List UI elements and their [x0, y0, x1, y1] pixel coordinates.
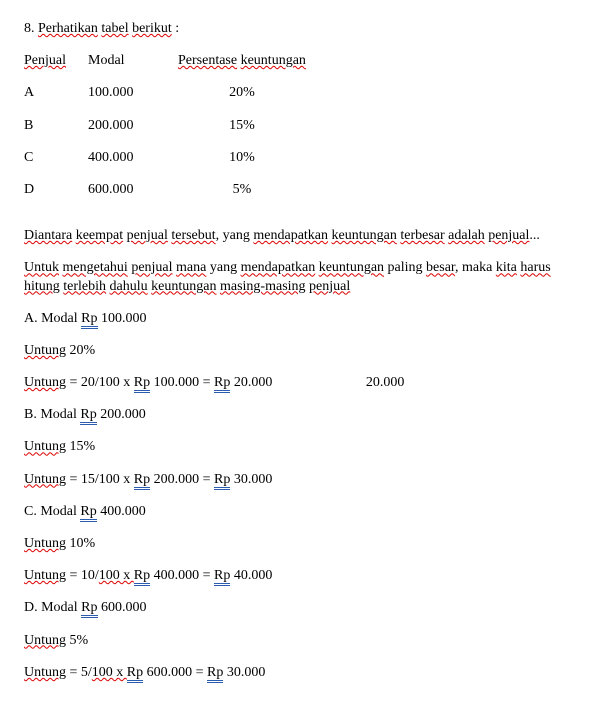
calc-b-head: B. Modal Rp 200.000 — [24, 406, 592, 424]
word: berikut — [132, 21, 172, 36]
cell: D — [24, 181, 88, 213]
data-table: Penjual Modal Persentase keuntungan A 10… — [24, 52, 324, 213]
cell: 15% — [178, 117, 324, 149]
statement-line: Diantara keempat penjual tersebut, yang … — [24, 227, 592, 245]
explanation-line: Untuk mengetahui penjual mana yang menda… — [24, 259, 592, 295]
word: tabel — [101, 21, 128, 36]
table-row: A 100.000 20% — [24, 84, 324, 116]
col-header-modal: Modal — [88, 52, 178, 84]
col-header-persentase: Persentase keuntungan — [178, 52, 324, 84]
cell: B — [24, 117, 88, 149]
colon: : — [175, 21, 179, 36]
cell: 600.000 — [88, 181, 178, 213]
calc-d-head: D. Modal Rp 600.000 — [24, 599, 592, 617]
cell: 200.000 — [88, 117, 178, 149]
word: Perhatikan — [38, 21, 98, 36]
calc-c-pct: Untung 10% — [24, 535, 592, 553]
question-line: 8. Perhatikan tabel berikut : — [24, 20, 592, 38]
stray-value: 20.000 — [366, 374, 405, 392]
table-row: C 400.000 10% — [24, 149, 324, 181]
cell: 100.000 — [88, 84, 178, 116]
calc-a-head: A. Modal Rp 100.000 — [24, 310, 592, 328]
calc-c-head: C. Modal Rp 400.000 — [24, 503, 592, 521]
calc-a-eq: Untung = 20/100 x Rp 100.000 = Rp 20.000… — [24, 374, 592, 392]
cell: C — [24, 149, 88, 181]
table-row: D 600.000 5% — [24, 181, 324, 213]
calc-a-pct: Untung 20% — [24, 342, 592, 360]
calc-d-pct: Untung 5% — [24, 632, 592, 650]
cell: 400.000 — [88, 149, 178, 181]
table-row: B 200.000 15% — [24, 117, 324, 149]
calc-b-pct: Untung 15% — [24, 438, 592, 456]
question-number: 8. — [24, 21, 35, 36]
cell: 5% — [178, 181, 324, 213]
calc-d-eq: Untung = 5/100 x Rp 600.000 = Rp 30.000 — [24, 664, 592, 682]
table-header-row: Penjual Modal Persentase keuntungan — [24, 52, 324, 84]
col-header-penjual: Penjual — [24, 52, 88, 84]
cell: A — [24, 84, 88, 116]
calc-c-eq: Untung = 10/100 x Rp 400.000 = Rp 40.000 — [24, 567, 592, 585]
calc-b-eq: Untung = 15/100 x Rp 200.000 = Rp 30.000 — [24, 471, 592, 489]
cell: 10% — [178, 149, 324, 181]
cell: 20% — [178, 84, 324, 116]
